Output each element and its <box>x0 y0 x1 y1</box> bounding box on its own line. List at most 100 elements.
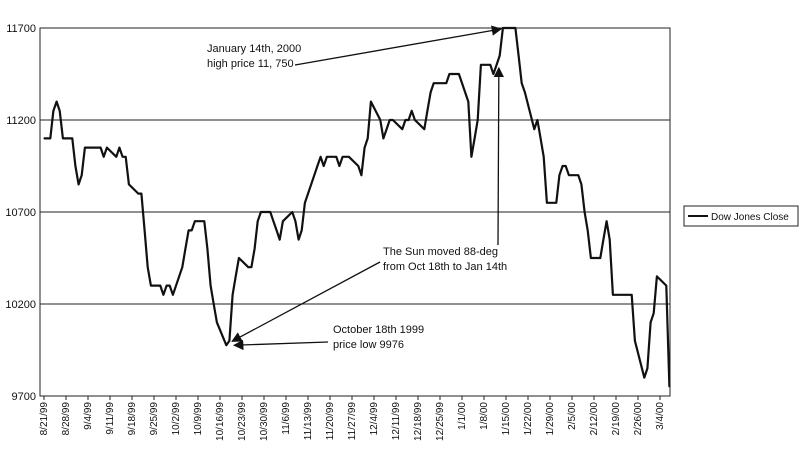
x-tick-label: 10/9/99 <box>193 402 204 436</box>
gridlines <box>39 27 671 397</box>
data-point <box>577 174 579 176</box>
x-tick-label: 8/21/99 <box>39 402 50 436</box>
annotation-sun-text: from Oct 18th to Jan 14th <box>383 261 507 273</box>
data-point <box>203 220 205 222</box>
data-point <box>404 119 406 121</box>
annotation-high-text: January 14th, 2000 <box>207 43 301 55</box>
data-point <box>628 294 630 296</box>
data-point <box>210 285 212 287</box>
data-point <box>338 165 340 167</box>
data-point <box>228 340 230 342</box>
data-point <box>470 156 472 158</box>
annotation-low-text: price low 9976 <box>333 339 404 351</box>
data-point <box>555 202 557 204</box>
data-point <box>389 119 391 121</box>
data-point <box>382 137 384 139</box>
data-point <box>502 27 504 29</box>
x-tick-label: 9/25/99 <box>149 402 160 436</box>
data-point <box>565 165 567 167</box>
data-point <box>257 220 259 222</box>
x-tick-label: 2/12/00 <box>589 402 600 436</box>
x-tick-label: 1/29/00 <box>545 402 556 436</box>
data-point <box>103 156 105 158</box>
data-point <box>411 110 413 112</box>
legend: Dow Jones Close <box>683 205 799 227</box>
data-point <box>162 294 164 296</box>
annotation-sun-arrow-high <box>493 66 505 246</box>
data-point <box>401 128 403 130</box>
data-point <box>364 147 366 149</box>
y-tick-label: 11200 <box>6 115 36 127</box>
data-point <box>357 165 359 167</box>
x-tick-label: 1/22/00 <box>523 402 534 436</box>
data-point <box>335 156 337 158</box>
data-point <box>408 119 410 121</box>
data-point <box>326 156 328 158</box>
x-tick-label: 10/2/99 <box>171 402 182 436</box>
data-point <box>348 156 350 158</box>
data-point <box>49 137 51 139</box>
data-point <box>254 248 256 250</box>
y-tick-label: 10700 <box>5 207 36 219</box>
data-point <box>144 229 146 231</box>
data-point <box>540 137 542 139</box>
data-point <box>194 220 196 222</box>
data-point <box>96 147 98 149</box>
data-point <box>452 73 454 75</box>
data-point <box>122 156 124 158</box>
x-tick-label: 9/18/99 <box>127 402 138 436</box>
data-point <box>668 386 671 388</box>
data-point <box>643 377 645 379</box>
data-point <box>100 147 102 149</box>
data-point <box>150 285 152 287</box>
data-point <box>106 147 108 149</box>
x-tick-label: 12/25/99 <box>435 402 446 441</box>
data-point <box>181 266 183 268</box>
data-point <box>367 137 369 139</box>
data-point <box>414 119 416 121</box>
data-point <box>213 303 215 305</box>
annotations: January 14th, 2000 high price 11, 750 The … <box>207 25 507 351</box>
annotation-sun-text: The Sun moved 88-deg <box>383 246 498 258</box>
data-point <box>360 174 362 176</box>
data-point <box>188 229 190 231</box>
data-point <box>477 119 479 121</box>
data-point <box>191 229 193 231</box>
legend-label: Dow Jones Close <box>711 212 789 223</box>
data-point <box>606 220 608 222</box>
data-point <box>279 239 281 241</box>
data-point <box>533 128 535 130</box>
data-point <box>584 211 586 213</box>
annotation-high-text: high price 11, 750 <box>207 58 294 70</box>
data-point <box>128 183 130 185</box>
data-point <box>225 344 227 346</box>
x-tick-label: 8/28/99 <box>61 402 72 436</box>
x-tick-label: 10/30/99 <box>259 402 270 441</box>
data-point <box>71 137 73 139</box>
data-point <box>81 174 83 176</box>
data-point <box>379 119 381 121</box>
data-point <box>634 340 636 342</box>
x-tick-label: 11/20/99 <box>325 402 336 441</box>
data-point <box>514 27 517 29</box>
data-point <box>147 266 149 268</box>
legend-box <box>683 205 799 227</box>
x-tick-label: 10/23/99 <box>237 402 248 441</box>
data-point <box>631 294 633 296</box>
data-point <box>392 119 394 121</box>
data-point <box>304 202 306 204</box>
data-point <box>562 165 564 167</box>
data-point <box>276 229 278 231</box>
data-point <box>455 73 457 75</box>
data-point <box>448 73 450 75</box>
data-point <box>433 82 435 84</box>
data-point <box>426 110 428 112</box>
data-point <box>238 257 240 259</box>
data-point <box>609 239 611 241</box>
data-point <box>423 128 425 130</box>
data-point <box>568 174 570 176</box>
data-point <box>43 137 45 139</box>
data-point <box>580 183 583 185</box>
